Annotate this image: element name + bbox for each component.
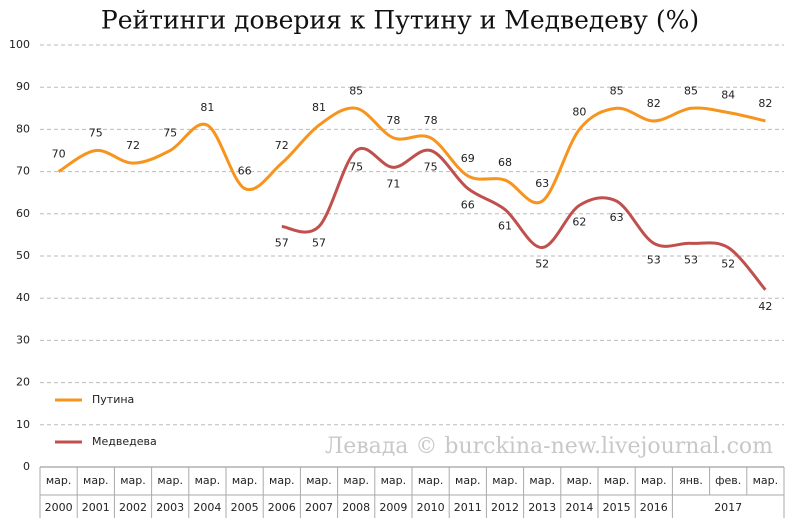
data-label: 82	[647, 97, 661, 110]
year-label: 2003	[156, 501, 184, 514]
year-label: 2014	[565, 501, 593, 514]
x-tick-label: мар.	[232, 474, 258, 487]
data-label: 75	[349, 161, 363, 174]
data-label: 53	[684, 253, 698, 266]
year-label: 2008	[342, 501, 370, 514]
x-tick-label: мар.	[83, 474, 109, 487]
data-label: 62	[572, 215, 586, 228]
data-label: 57	[312, 236, 326, 249]
data-label: 85	[610, 84, 624, 97]
year-label: 2017	[714, 501, 742, 514]
data-label: 69	[461, 152, 475, 165]
y-tick-label: 60	[16, 207, 30, 220]
x-tick-label: мар.	[529, 474, 555, 487]
x-tick-label: мар.	[492, 474, 518, 487]
x-tick-label: мар.	[567, 474, 593, 487]
data-label: 68	[498, 156, 512, 169]
data-label: 53	[647, 253, 661, 266]
x-tick-label: мар.	[381, 474, 407, 487]
data-label: 52	[721, 258, 735, 271]
legend-label: Путина	[92, 393, 134, 406]
year-label: 2007	[305, 501, 333, 514]
data-label: 63	[610, 211, 624, 224]
year-label: 2012	[491, 501, 519, 514]
x-tick-label: мар.	[306, 474, 332, 487]
year-label: 2001	[82, 501, 110, 514]
data-label: 61	[498, 220, 512, 233]
year-label: 2002	[119, 501, 147, 514]
year-label: 2009	[379, 501, 407, 514]
year-label: 2004	[193, 501, 221, 514]
data-label: 66	[461, 198, 475, 211]
y-tick-label: 80	[16, 122, 30, 135]
year-label: 2013	[528, 501, 556, 514]
data-label: 63	[535, 177, 549, 190]
data-label: 75	[89, 127, 103, 140]
x-tick-label: мар.	[343, 474, 369, 487]
data-label: 75	[424, 161, 438, 174]
data-label: 75	[163, 127, 177, 140]
data-label: 81	[200, 101, 214, 114]
year-label: 2006	[268, 501, 296, 514]
data-label: 80	[572, 105, 586, 118]
x-tick-label: фев.	[715, 474, 741, 487]
x-tick-label: мар.	[641, 474, 667, 487]
year-label: 2010	[417, 501, 445, 514]
data-label: 78	[386, 114, 400, 127]
x-tick-label: мар.	[46, 474, 72, 487]
y-tick-label: 70	[16, 165, 30, 178]
chart-title: Рейтинги доверия к Путину и Медведеву (%…	[101, 6, 699, 35]
y-tick-label: 90	[16, 80, 30, 93]
series-line	[57, 106, 766, 205]
data-label: 82	[758, 97, 772, 110]
data-label: 85	[684, 84, 698, 97]
y-tick-label: 10	[16, 418, 30, 431]
x-tick-label: мар.	[753, 474, 779, 487]
x-tick-label: мар.	[455, 474, 481, 487]
data-label: 72	[275, 139, 289, 152]
x-tick-label: мар.	[604, 474, 630, 487]
watermark: Левада © burckina-new.livejournal.com	[325, 434, 773, 459]
y-tick-label: 50	[16, 249, 30, 262]
data-label: 71	[386, 177, 400, 190]
series-line	[281, 146, 767, 291]
x-tick-label: янв.	[679, 474, 703, 487]
year-label: 2005	[231, 501, 259, 514]
year-label: 2015	[603, 501, 631, 514]
data-label: 66	[238, 164, 252, 177]
data-label: 78	[424, 114, 438, 127]
data-label: 81	[312, 101, 326, 114]
y-tick-label: 0	[23, 460, 30, 473]
data-label: 72	[126, 139, 140, 152]
x-tick-label: мар.	[418, 474, 444, 487]
legend-label: Медведева	[92, 435, 157, 448]
data-label: 70	[52, 148, 66, 161]
x-tick-label: мар.	[195, 474, 221, 487]
x-tick-label: мар.	[157, 474, 183, 487]
y-tick-label: 30	[16, 333, 30, 346]
data-label: 57	[275, 236, 289, 249]
y-tick-label: 100	[9, 38, 30, 51]
y-tick-label: 40	[16, 291, 30, 304]
year-label: 2000	[45, 501, 73, 514]
data-label: 84	[721, 89, 735, 102]
year-label: 2011	[454, 501, 482, 514]
data-label: 42	[758, 300, 772, 313]
data-label: 85	[349, 84, 363, 97]
y-tick-label: 20	[16, 376, 30, 389]
x-tick-label: мар.	[269, 474, 295, 487]
x-tick-label: мар.	[120, 474, 146, 487]
data-label: 52	[535, 258, 549, 271]
year-label: 2016	[640, 501, 668, 514]
